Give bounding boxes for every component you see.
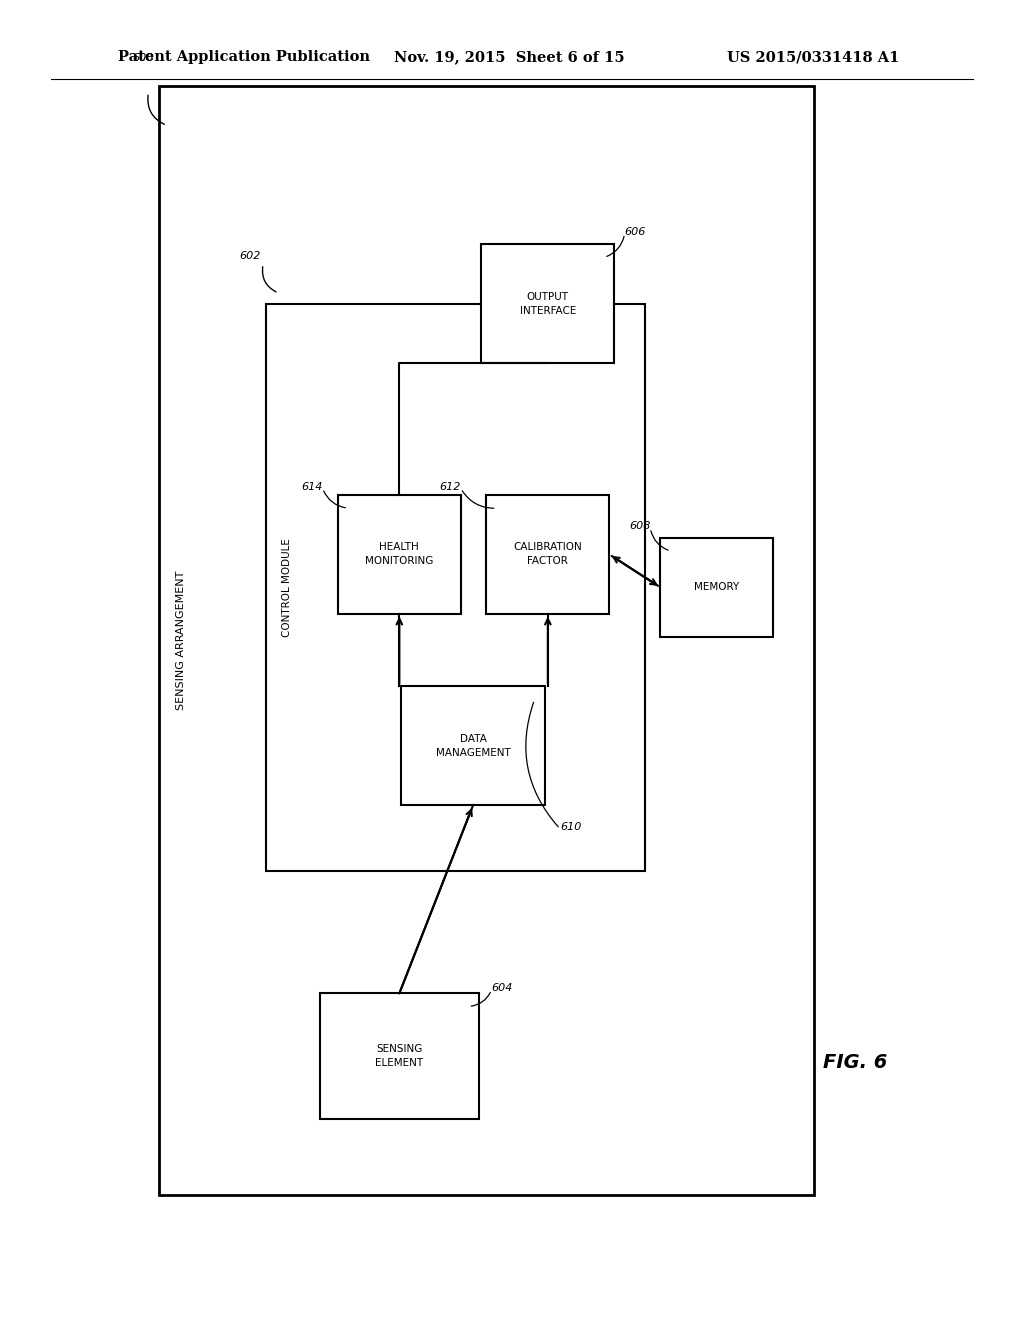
- Text: DATA
MANAGEMENT: DATA MANAGEMENT: [436, 734, 510, 758]
- Text: 614: 614: [301, 482, 323, 492]
- Text: 610: 610: [560, 822, 582, 833]
- Bar: [159, 86, 814, 1195]
- Bar: [338, 495, 461, 614]
- Text: CALIBRATION
FACTOR: CALIBRATION FACTOR: [513, 543, 583, 566]
- Text: 604: 604: [492, 983, 513, 994]
- Text: SENSING ARRANGEMENT: SENSING ARRANGEMENT: [176, 570, 186, 710]
- Text: MEMORY: MEMORY: [694, 582, 739, 593]
- Text: FIG. 6: FIG. 6: [823, 1053, 887, 1072]
- Text: Patent Application Publication: Patent Application Publication: [118, 50, 370, 65]
- Text: 606: 606: [625, 227, 646, 238]
- Text: 612: 612: [439, 482, 461, 492]
- Text: HEALTH
MONITORING: HEALTH MONITORING: [366, 543, 433, 566]
- Text: 602: 602: [240, 251, 261, 261]
- Bar: [486, 495, 609, 614]
- Bar: [266, 304, 645, 871]
- Bar: [319, 993, 479, 1118]
- Text: Nov. 19, 2015  Sheet 6 of 15: Nov. 19, 2015 Sheet 6 of 15: [394, 50, 625, 65]
- Text: CONTROL MODULE: CONTROL MODULE: [282, 539, 292, 636]
- Text: OUTPUT
INTERFACE: OUTPUT INTERFACE: [519, 292, 577, 315]
- Bar: [481, 244, 614, 363]
- Text: 608: 608: [629, 521, 650, 532]
- Text: 600: 600: [132, 53, 154, 63]
- Bar: [401, 686, 545, 805]
- Text: US 2015/0331418 A1: US 2015/0331418 A1: [727, 50, 899, 65]
- Bar: [660, 537, 773, 636]
- Text: SENSING
ELEMENT: SENSING ELEMENT: [376, 1044, 423, 1068]
